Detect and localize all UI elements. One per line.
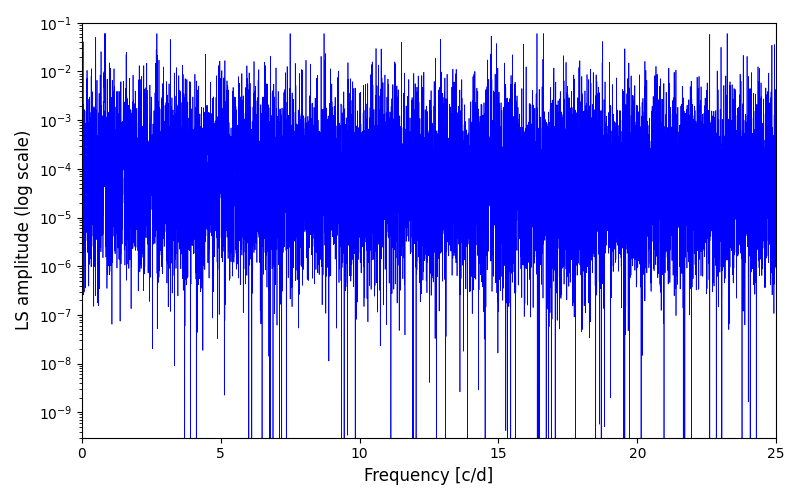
X-axis label: Frequency [c/d]: Frequency [c/d] — [364, 467, 494, 485]
Y-axis label: LS amplitude (log scale): LS amplitude (log scale) — [15, 130, 33, 330]
